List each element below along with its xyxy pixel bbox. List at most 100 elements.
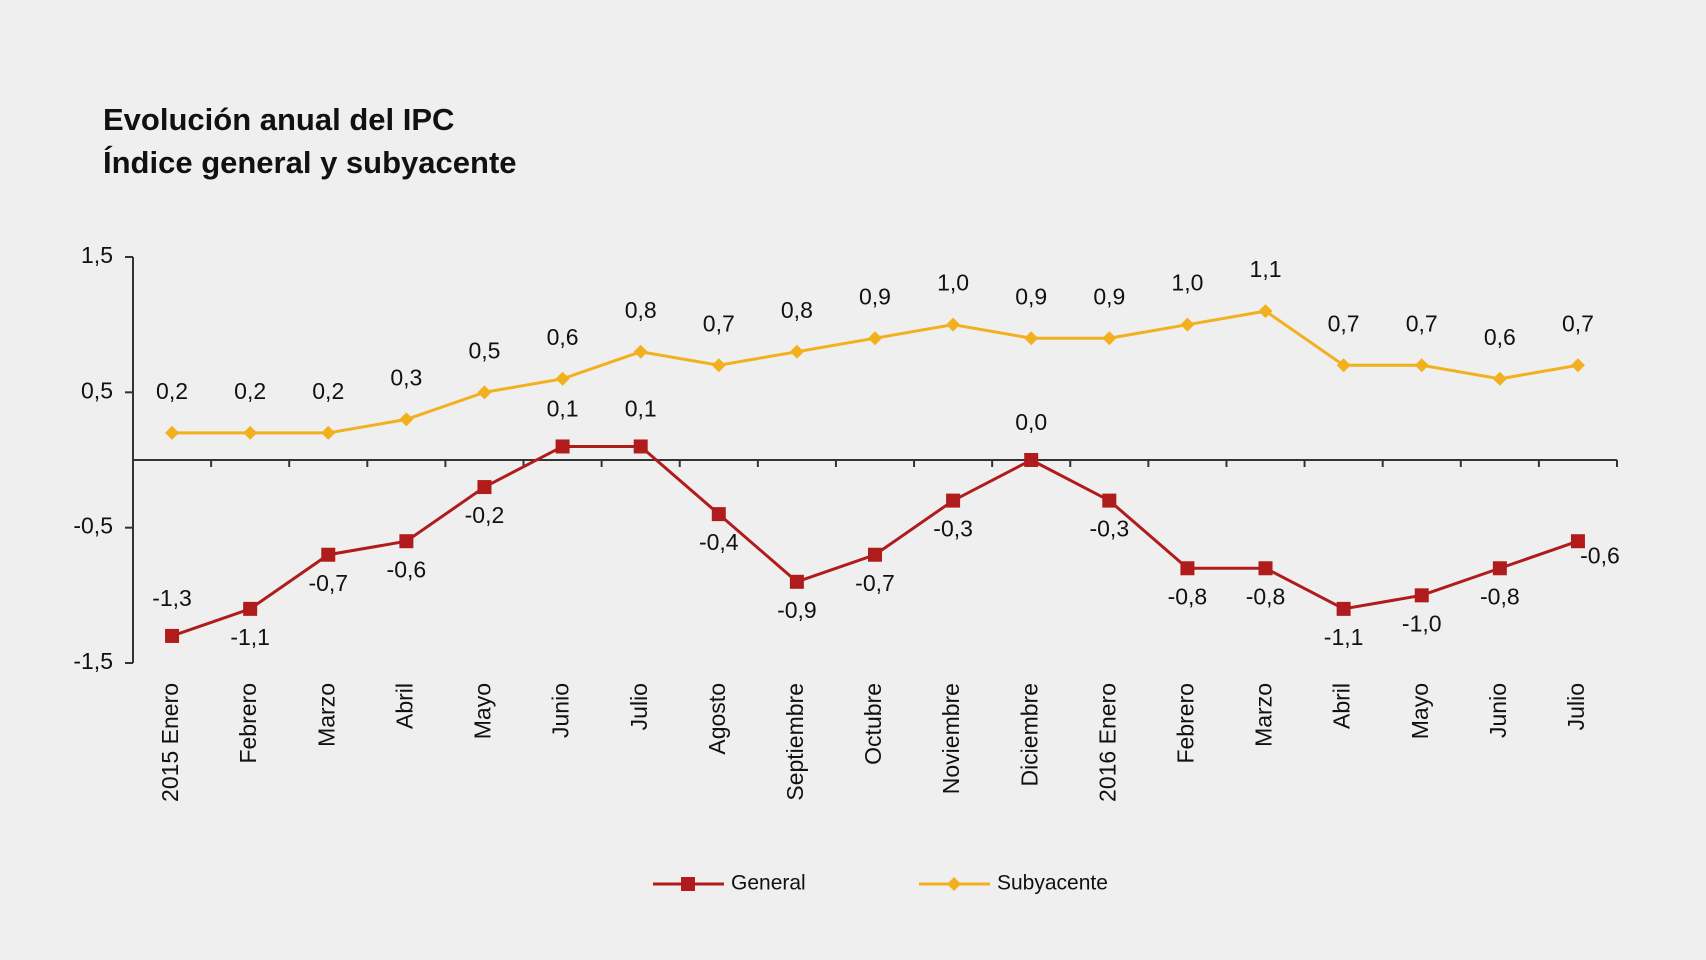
data-label: 0,5 bbox=[468, 337, 500, 363]
data-label: -1,1 bbox=[230, 624, 270, 650]
marker bbox=[1258, 561, 1273, 576]
marker bbox=[243, 601, 258, 616]
x-tick-label: Mayo bbox=[1407, 683, 1433, 739]
marker bbox=[399, 534, 414, 549]
marker bbox=[165, 628, 180, 643]
data-label: -0,2 bbox=[465, 502, 505, 528]
data-label: 1,1 bbox=[1250, 256, 1282, 282]
series-line bbox=[172, 309, 1579, 435]
y-tick-label: -1,5 bbox=[73, 648, 113, 674]
x-tick-label: Marzo bbox=[313, 683, 339, 747]
data-label: -0,7 bbox=[308, 570, 348, 596]
data-label: -0,7 bbox=[855, 570, 895, 596]
marker bbox=[1336, 601, 1351, 616]
x-tick-label: 2016 Enero bbox=[1094, 683, 1120, 802]
marker bbox=[1258, 304, 1273, 319]
data-label: -0,8 bbox=[1480, 583, 1520, 609]
data-label: -0,8 bbox=[1168, 583, 1208, 609]
legend-label: Subyacente bbox=[997, 872, 1108, 895]
data-label: -0,3 bbox=[933, 516, 973, 542]
marker bbox=[868, 547, 882, 562]
data-label: 0,6 bbox=[1484, 324, 1516, 350]
data-label: 0,3 bbox=[390, 364, 422, 390]
marker bbox=[1102, 493, 1117, 508]
legend-marker bbox=[947, 877, 961, 891]
data-label: 0,7 bbox=[1562, 310, 1594, 336]
marker bbox=[477, 480, 492, 495]
data-label: 0,9 bbox=[1093, 283, 1125, 309]
data-label: -1,3 bbox=[152, 585, 192, 611]
data-label: -0,9 bbox=[777, 597, 817, 623]
marker bbox=[946, 493, 961, 508]
chart-subtitle: Índice general y subyacente bbox=[103, 145, 517, 180]
marker bbox=[1024, 453, 1039, 467]
data-label: 1,0 bbox=[1171, 270, 1203, 296]
x-tick-label: Septiembre bbox=[782, 683, 808, 801]
marker bbox=[1414, 588, 1429, 603]
data-label: -0,3 bbox=[1089, 516, 1129, 542]
x-tick-label: Junio bbox=[548, 683, 574, 738]
marker bbox=[321, 547, 336, 562]
data-label: -0,6 bbox=[387, 556, 427, 582]
marker bbox=[633, 344, 648, 359]
legend-marker bbox=[681, 877, 695, 891]
data-label: 0,6 bbox=[547, 324, 579, 350]
marker bbox=[1492, 561, 1507, 576]
marker bbox=[477, 385, 492, 400]
x-tick-label: Febrero bbox=[1172, 683, 1198, 764]
marker bbox=[789, 574, 804, 589]
data-label: 0,0 bbox=[1015, 409, 1047, 435]
x-tick-label: Mayo bbox=[470, 683, 496, 739]
marker bbox=[1570, 534, 1585, 549]
data-label: 0,7 bbox=[1406, 310, 1438, 336]
marker bbox=[633, 439, 648, 454]
series-line bbox=[171, 444, 1579, 638]
y-tick-label: -0,5 bbox=[73, 513, 113, 539]
x-tick-label: Agosto bbox=[704, 683, 730, 755]
marker bbox=[789, 344, 804, 359]
marker bbox=[1570, 358, 1585, 373]
marker bbox=[1024, 331, 1039, 346]
data-label: 0,8 bbox=[781, 297, 813, 323]
data-label: 0,8 bbox=[625, 297, 657, 323]
marker bbox=[711, 507, 726, 522]
marker bbox=[946, 317, 961, 332]
legend-label: General bbox=[731, 872, 806, 895]
x-tick-label: Julio bbox=[1563, 683, 1589, 730]
x-tick-label: Abril bbox=[391, 683, 417, 729]
marker bbox=[1102, 331, 1117, 346]
data-label: 0,1 bbox=[625, 396, 657, 422]
x-tick-label: Noviembre bbox=[938, 683, 964, 794]
x-tick-label: Febrero bbox=[235, 683, 261, 764]
data-label: 0,1 bbox=[547, 396, 579, 422]
marker bbox=[321, 425, 336, 440]
data-label: 1,0 bbox=[937, 270, 969, 296]
data-label: -0,8 bbox=[1246, 583, 1286, 609]
marker bbox=[555, 371, 570, 386]
data-label: 0,7 bbox=[703, 310, 735, 336]
x-tick-label: Junio bbox=[1485, 683, 1511, 738]
chart-title: Evolución anual del IPC bbox=[103, 102, 454, 137]
data-label: -1,0 bbox=[1402, 610, 1442, 636]
marker bbox=[868, 331, 882, 346]
x-tick-label: Julio bbox=[626, 683, 652, 730]
marker bbox=[1336, 358, 1351, 373]
y-tick-label: 1,5 bbox=[81, 242, 113, 268]
marker bbox=[399, 412, 414, 427]
x-tick-label: Diciembre bbox=[1016, 683, 1042, 787]
marker bbox=[165, 425, 180, 440]
data-label: 0,2 bbox=[156, 378, 188, 404]
data-label: 0,9 bbox=[1015, 283, 1047, 309]
data-label: -0,6 bbox=[1580, 542, 1620, 568]
marker bbox=[1492, 371, 1507, 386]
marker bbox=[1180, 317, 1195, 332]
y-tick-label: 0,5 bbox=[81, 377, 113, 403]
data-label: -1,1 bbox=[1324, 624, 1364, 650]
marker bbox=[555, 439, 570, 454]
data-label: 0,2 bbox=[312, 378, 344, 404]
data-label: -0,4 bbox=[699, 529, 739, 555]
marker bbox=[711, 358, 726, 373]
marker bbox=[1180, 561, 1195, 576]
